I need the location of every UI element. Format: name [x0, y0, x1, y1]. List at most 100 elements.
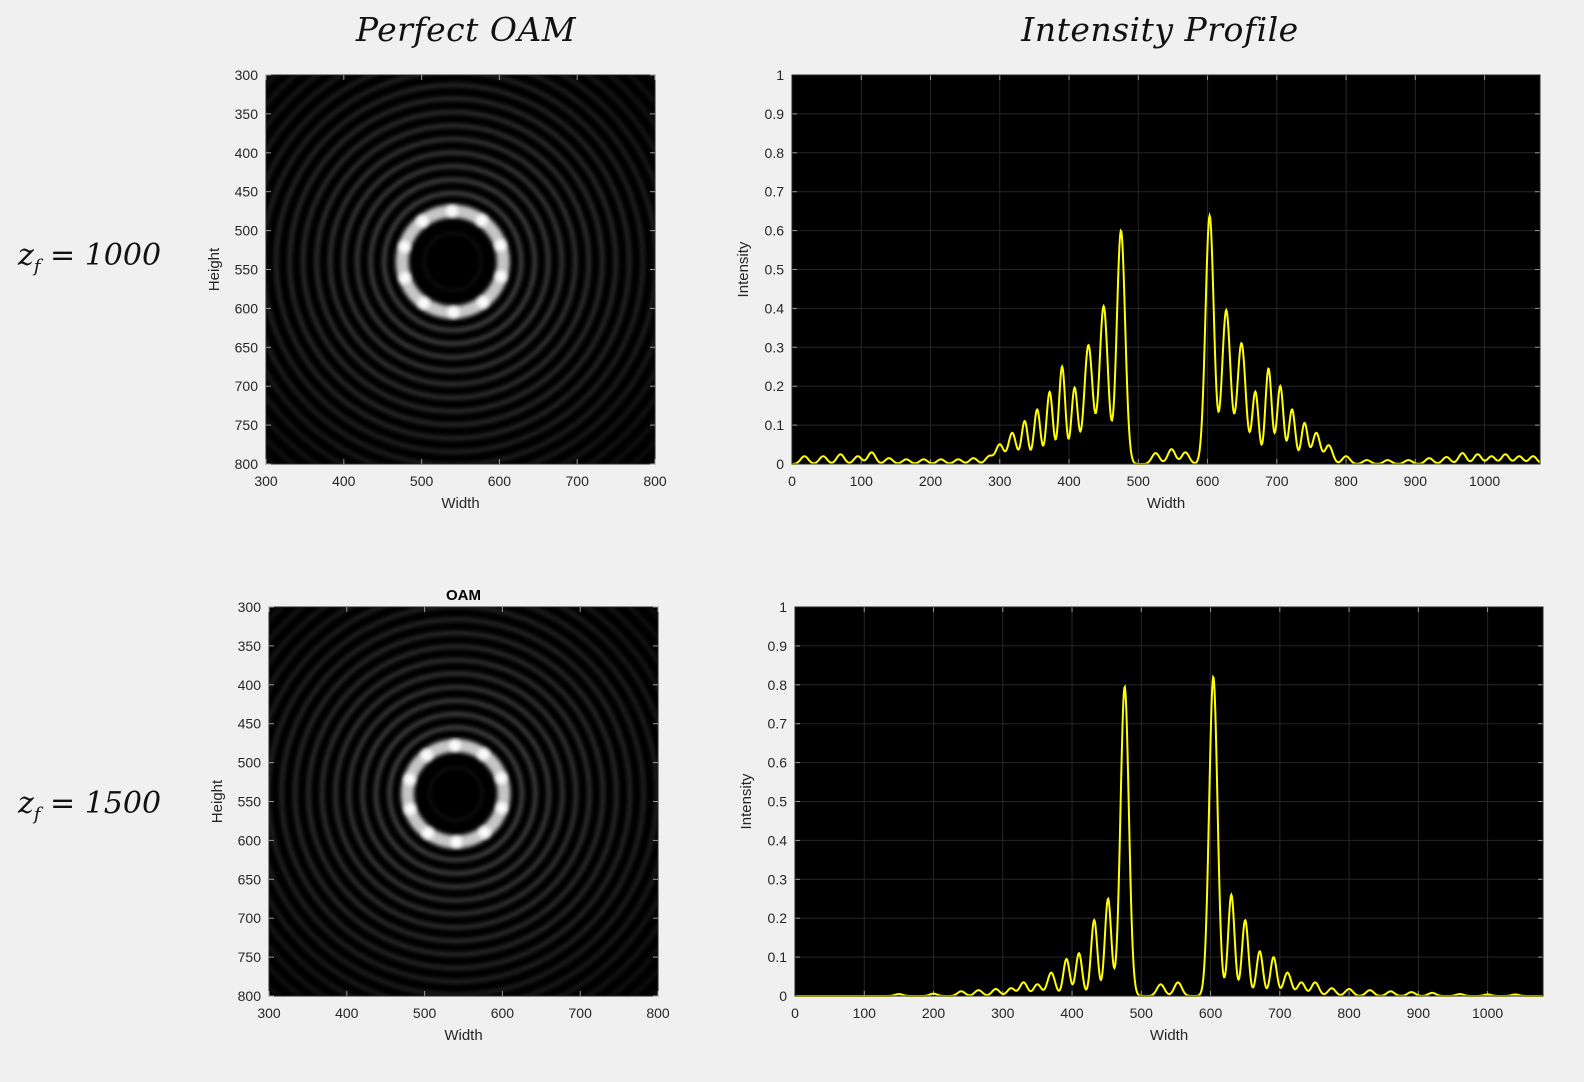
x-tick-label: 600: [491, 1005, 515, 1021]
y-tick-label: 450: [238, 716, 262, 732]
ring-lobe: [447, 306, 460, 319]
x-tick-label: 700: [566, 473, 590, 489]
ring-lobe: [450, 835, 463, 848]
x-tick-label: 700: [1268, 1005, 1292, 1021]
intensity-image: [266, 75, 655, 464]
y-tick-label: 650: [235, 339, 259, 355]
y-tick-label: 0.7: [768, 716, 788, 732]
x-tick-label: 400: [335, 1005, 359, 1021]
x-tick-label: 500: [1130, 1005, 1154, 1021]
y-tick-label: 750: [235, 417, 259, 433]
ring-lobe: [398, 240, 411, 253]
fringe-ring: [346, 684, 565, 903]
fringe-ring: [341, 150, 564, 373]
fringe-ring: [266, 75, 645, 454]
plot-frame: [791, 74, 1541, 465]
z-subscript: f: [33, 256, 41, 277]
fringe-ring: [269, 607, 646, 984]
y-tick-label: 300: [238, 599, 262, 615]
x-tick-label: 300: [257, 1005, 281, 1021]
y-tick-label: 0.8: [765, 145, 785, 161]
inner-fringe: [423, 232, 483, 292]
ring-lobe: [417, 297, 430, 310]
y-tick-label: 500: [235, 223, 259, 239]
y-tick-label: 0.3: [765, 339, 785, 355]
y-tick-label: 0.9: [765, 106, 785, 122]
x-tick-label: 300: [254, 473, 278, 489]
x-axis-label: Width: [1150, 1027, 1188, 1044]
y-tick-label: 650: [238, 871, 262, 887]
ring-lobe: [449, 739, 462, 752]
x-tick-label: 900: [1407, 1005, 1431, 1021]
y-axis-label: Intensity: [735, 241, 752, 297]
row-label-2: zf = 1500: [18, 786, 161, 825]
y-tick-label: 0.4: [768, 832, 788, 848]
y-tick-label: 1: [779, 599, 787, 615]
panel-profile-2: 0 100 200 300 400 500 600 700 800 900 1000 0 0.1 0.2 0…: [738, 599, 1544, 1044]
ring-lobe: [494, 239, 507, 252]
row-label-1: zf = 1000: [18, 238, 161, 277]
x-tick-label: 800: [1337, 1005, 1361, 1021]
panel-title: OAM: [446, 587, 481, 604]
y-tick-label: 600: [238, 832, 262, 848]
ring-lobe: [404, 803, 417, 816]
fringe-ring: [382, 191, 524, 333]
ring-lobe: [495, 772, 508, 785]
y-tick-label: 550: [238, 794, 262, 810]
y-tick-label: 0.8: [768, 677, 788, 693]
y-tick-label: 0.4: [765, 300, 785, 316]
y-tick-label: 300: [235, 67, 259, 83]
inner-fringe: [428, 766, 483, 821]
ring-lobe: [475, 214, 488, 227]
x-tick-label: 700: [569, 1005, 593, 1021]
x-tick-label: 600: [1199, 1005, 1223, 1021]
x-tick-label: 400: [1060, 1005, 1084, 1021]
panel-profile-1: 0 100 200 300 400 500 600 700 800 900 1000 0 0.1 0.2 0…: [735, 67, 1541, 512]
y-tick-label: 0.3: [768, 871, 788, 887]
ring-lobe: [398, 272, 411, 285]
z-symbol: z: [18, 238, 34, 273]
fringe-ring: [306, 644, 605, 943]
y-tick-label: 500: [238, 755, 262, 771]
fringe-ring: [333, 671, 578, 916]
y-tick-label: 0.6: [765, 223, 785, 239]
y-tick-label: 1: [776, 67, 784, 83]
x-tick-label: 900: [1404, 473, 1428, 489]
ring-lobe: [477, 748, 490, 761]
y-tick-label: 0.2: [768, 910, 788, 926]
equals-sign: =: [40, 786, 85, 821]
ring-lobe: [416, 215, 429, 228]
x-tick-label: 1000: [1472, 1005, 1503, 1021]
header-perfect-oam: Perfect OAM: [355, 10, 577, 49]
y-tick-label: 800: [235, 456, 259, 472]
y-tick-label: 0.2: [765, 378, 785, 394]
x-tick-label: 800: [1334, 473, 1358, 489]
x-tick-label: 500: [1127, 473, 1151, 489]
x-tick-label: 300: [991, 1005, 1015, 1021]
fringe-ring: [368, 177, 537, 346]
fringe-ring: [387, 725, 524, 862]
y-axis-label: Height: [209, 779, 226, 823]
equals-sign: =: [40, 238, 85, 273]
ring-lobe: [403, 773, 416, 786]
z-subscript: f: [33, 804, 41, 825]
y-tick-label: 400: [238, 677, 262, 693]
y-tick-label: 0.1: [768, 949, 788, 965]
x-tick-label: 600: [488, 473, 512, 489]
y-tick-label: 550: [235, 262, 259, 278]
x-tick-label: 400: [1057, 473, 1081, 489]
fringe-ring: [279, 617, 632, 970]
plot-frame: [794, 606, 1544, 997]
fringe-ring: [360, 698, 551, 889]
fringe-ring: [274, 83, 632, 441]
x-tick-label: 1000: [1469, 473, 1500, 489]
x-tick-label: 100: [853, 1005, 877, 1021]
y-tick-label: 800: [238, 988, 262, 1004]
x-tick-label: 0: [788, 473, 796, 489]
fringe-ring: [292, 630, 619, 957]
y-tick-label: 750: [238, 949, 262, 965]
x-axis-label: Width: [444, 1027, 482, 1044]
y-tick-label: 0.6: [768, 755, 788, 771]
ring-lobe: [495, 270, 508, 283]
